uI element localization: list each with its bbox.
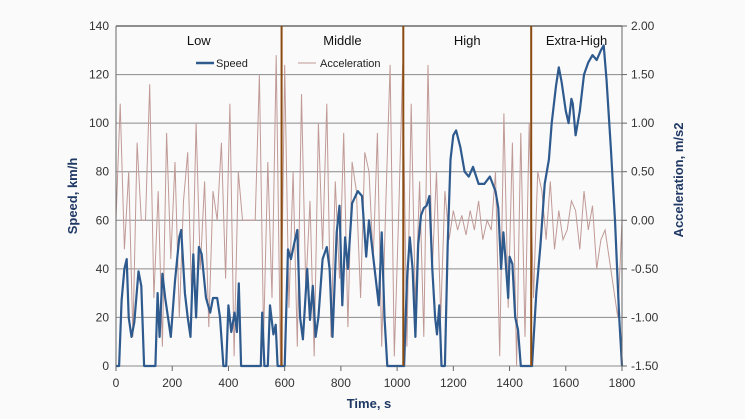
x-tick-label: 1800	[609, 376, 636, 390]
y2-tick-label: 2.00	[631, 19, 655, 33]
y-tick-label: 100	[89, 116, 109, 130]
y-tick-label: 120	[89, 68, 109, 82]
y-tick-label: 80	[96, 165, 110, 179]
y2-tick-label: -1.00	[631, 310, 659, 324]
y-tick-label: 0	[102, 359, 109, 373]
y-tick-label: 20	[96, 310, 110, 324]
y2-tick-label: 0.50	[631, 165, 655, 179]
legend-speed: Speed	[216, 58, 248, 70]
x-axis-label: Time, s	[347, 396, 392, 411]
y2-tick-label: -1.50	[631, 359, 659, 373]
y-axis-label: Speed, km/h	[65, 158, 80, 235]
y-tick-label: 40	[96, 262, 110, 276]
x-tick-label: 600	[275, 376, 295, 390]
y2-tick-label: 0.00	[631, 213, 655, 227]
phase-label: Extra-High	[546, 33, 607, 48]
x-tick-label: 1200	[440, 376, 467, 390]
legend: Speed Acceleration	[196, 58, 381, 70]
x-tick-label: 200	[162, 376, 182, 390]
y2-tick-label: 1.50	[631, 68, 655, 82]
x-tick-label: 800	[331, 376, 351, 390]
phase-label: High	[454, 33, 481, 48]
y-tick-label: 140	[89, 19, 109, 33]
y2-tick-label: 1.00	[631, 116, 655, 130]
y-tick-label: 60	[96, 213, 110, 227]
acceleration-line	[115, 55, 623, 367]
y2-tick-label: -0.50	[631, 262, 659, 276]
legend-acceleration: Acceleration	[320, 58, 381, 70]
speed-line	[116, 44, 624, 368]
x-tick-label: 400	[218, 376, 238, 390]
y2-axis-label: Acceleration, m/s2	[671, 123, 686, 238]
x-tick-label: 1000	[384, 376, 411, 390]
x-tick-label: 1400	[496, 376, 523, 390]
phase-label: Low	[187, 33, 211, 48]
phase-label: Middle	[323, 33, 361, 48]
x-tick-label: 1600	[552, 376, 579, 390]
x-tick-label: 0	[113, 376, 120, 390]
